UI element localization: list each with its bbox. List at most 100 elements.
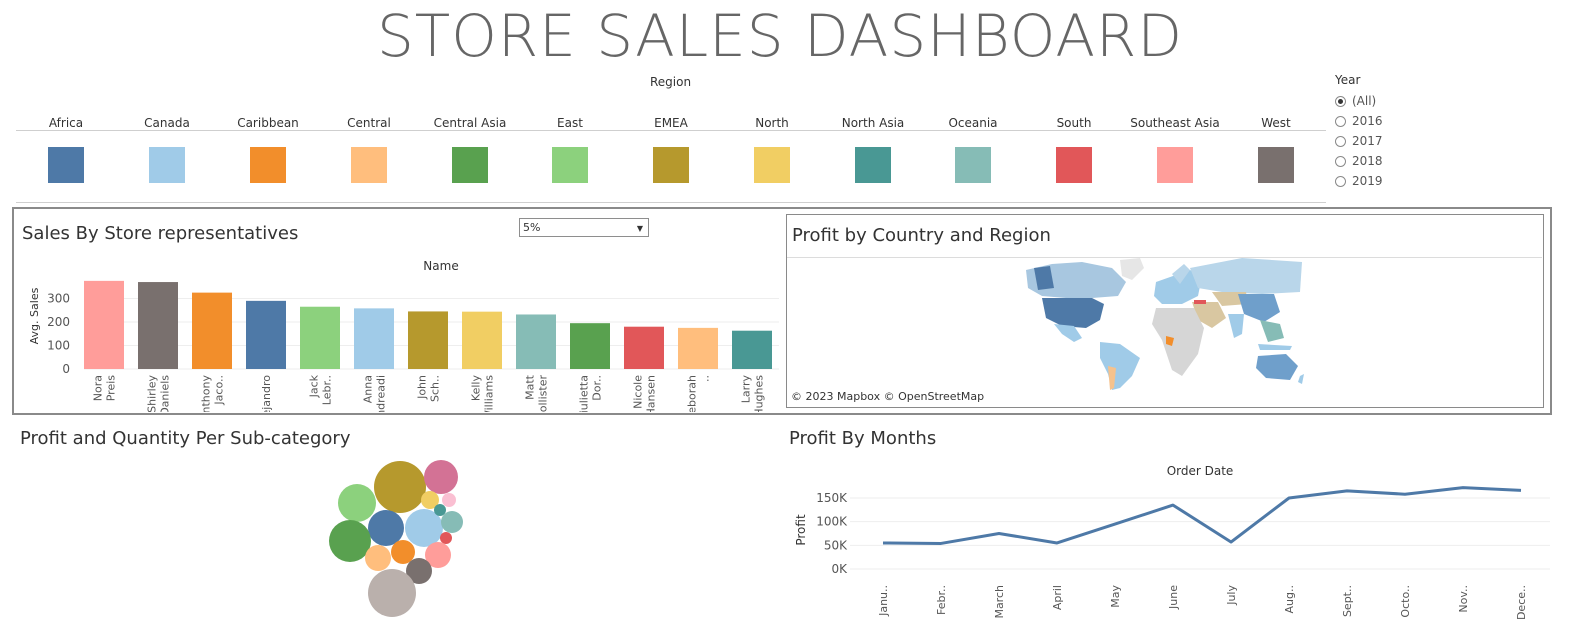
legend-swatch[interactable] bbox=[653, 147, 689, 183]
year-option[interactable]: (All) bbox=[1335, 91, 1455, 111]
bar-6[interactable] bbox=[408, 311, 448, 369]
legend-swatch[interactable] bbox=[1258, 147, 1294, 183]
bubble-10[interactable] bbox=[440, 532, 452, 544]
map-scandinavia[interactable] bbox=[1172, 264, 1190, 284]
map-russia[interactable] bbox=[1190, 258, 1302, 294]
year-option[interactable]: 2016 bbox=[1335, 111, 1455, 131]
bubble-0[interactable] bbox=[374, 461, 426, 513]
bubble-4[interactable] bbox=[442, 493, 456, 507]
bubble-15[interactable] bbox=[368, 569, 416, 617]
bubble-1[interactable] bbox=[424, 460, 458, 494]
legend-item-central-asia[interactable]: Central Asia bbox=[420, 116, 520, 183]
legend-swatch[interactable] bbox=[1157, 147, 1193, 183]
x-tick-label-line: Jaco.. bbox=[213, 375, 226, 406]
bubble-3[interactable] bbox=[421, 491, 439, 509]
legend-swatch[interactable] bbox=[452, 147, 488, 183]
x-tick-label: July bbox=[1225, 585, 1238, 606]
bubble-14[interactable] bbox=[406, 558, 432, 584]
bubble-6[interactable] bbox=[405, 509, 443, 547]
map-australia[interactable] bbox=[1256, 354, 1298, 380]
bar-1[interactable] bbox=[138, 282, 178, 369]
bar-8[interactable] bbox=[516, 314, 556, 369]
radio-button[interactable] bbox=[1335, 115, 1346, 127]
legend-swatch[interactable] bbox=[754, 147, 790, 183]
legend-swatch[interactable] bbox=[48, 147, 84, 183]
bubble-2[interactable] bbox=[338, 484, 376, 522]
profit-line[interactable] bbox=[882, 486, 1522, 545]
bubble-13[interactable] bbox=[425, 542, 451, 568]
bubble-9[interactable] bbox=[329, 520, 371, 562]
legend-swatch[interactable] bbox=[149, 147, 185, 183]
map-africa[interactable] bbox=[1152, 308, 1204, 376]
x-tick-label-line: Anthony bbox=[200, 375, 213, 412]
year-option[interactable]: 2017 bbox=[1335, 131, 1455, 151]
bar-9[interactable] bbox=[570, 323, 610, 369]
caret-down-icon[interactable]: ▼ bbox=[636, 224, 643, 233]
bar-4[interactable] bbox=[300, 306, 340, 369]
legend-swatch[interactable] bbox=[855, 147, 891, 183]
bar-3[interactable] bbox=[246, 300, 286, 369]
legend-swatch[interactable] bbox=[351, 147, 387, 183]
bar-2[interactable] bbox=[192, 292, 232, 369]
map-middle-east[interactable] bbox=[1192, 302, 1226, 328]
map-southern-cone[interactable] bbox=[1108, 366, 1116, 390]
year-option[interactable]: 2019 bbox=[1335, 171, 1455, 191]
radio-button[interactable] bbox=[1335, 155, 1346, 167]
bubble-7[interactable] bbox=[434, 504, 446, 516]
map-usa[interactable] bbox=[1042, 298, 1104, 328]
legend-item-north[interactable]: North bbox=[722, 116, 822, 183]
bubble-11[interactable] bbox=[365, 545, 391, 571]
x-tick-label: Janu.. bbox=[877, 585, 890, 617]
x-tick-label-line: Deborah bbox=[686, 375, 699, 412]
legend-swatch[interactable] bbox=[552, 147, 588, 183]
map-indonesia[interactable] bbox=[1258, 344, 1292, 350]
legend-item-canada[interactable]: Canada bbox=[117, 116, 217, 183]
bubble-12[interactable] bbox=[391, 540, 415, 564]
map-china[interactable] bbox=[1238, 294, 1280, 322]
x-tick-label: May bbox=[1109, 585, 1122, 608]
map-europe[interactable] bbox=[1154, 270, 1202, 304]
year-option[interactable]: 2018 bbox=[1335, 151, 1455, 171]
map-alaska[interactable] bbox=[1034, 266, 1054, 290]
legend-item-east[interactable]: East bbox=[520, 116, 620, 183]
legend-item-africa[interactable]: Africa bbox=[16, 116, 116, 183]
bubble-8[interactable] bbox=[441, 511, 463, 533]
x-tick-label: Nora Preis bbox=[92, 375, 118, 402]
map-turkey[interactable] bbox=[1194, 300, 1206, 304]
map-attribution[interactable]: © 2023 Mapbox © OpenStreetMap bbox=[791, 390, 985, 403]
world-map[interactable] bbox=[1022, 258, 1304, 390]
legend-item-south[interactable]: South bbox=[1024, 116, 1124, 183]
bar-7[interactable] bbox=[462, 311, 502, 369]
legend-item-southeast-asia[interactable]: Southeast Asia bbox=[1125, 116, 1225, 183]
x-tick-label-line: Matt bbox=[524, 374, 537, 400]
bar-11[interactable] bbox=[678, 327, 718, 369]
map-india[interactable] bbox=[1228, 314, 1244, 338]
legend-item-north-asia[interactable]: North Asia bbox=[823, 116, 923, 183]
radio-button[interactable] bbox=[1335, 95, 1346, 107]
map-se-asia[interactable] bbox=[1260, 320, 1284, 342]
bar-10[interactable] bbox=[624, 326, 664, 369]
legend-item-label: Africa bbox=[48, 116, 84, 130]
bubble-5[interactable] bbox=[368, 510, 404, 546]
legend-swatch[interactable] bbox=[250, 147, 286, 183]
legend-item-west[interactable]: West bbox=[1226, 116, 1326, 183]
radio-button[interactable] bbox=[1335, 175, 1346, 187]
legend-item-oceania[interactable]: Oceania bbox=[923, 116, 1023, 183]
percent-dropdown[interactable]: 5% ▼ bbox=[519, 218, 649, 237]
radio-button[interactable] bbox=[1335, 135, 1346, 147]
bar-5[interactable] bbox=[354, 308, 394, 369]
x-tick-label-line: Kelly bbox=[470, 375, 483, 402]
map-africa-highlight[interactable] bbox=[1166, 336, 1174, 346]
legend-swatch[interactable] bbox=[1056, 147, 1092, 183]
legend-item-caribbean[interactable]: Caribbean bbox=[218, 116, 318, 183]
map-mexico[interactable] bbox=[1054, 324, 1082, 342]
legend-item-central[interactable]: Central bbox=[319, 116, 419, 183]
bar-0[interactable] bbox=[84, 280, 124, 369]
legend-swatch[interactable] bbox=[955, 147, 991, 183]
percent-dropdown-value: 5% bbox=[523, 221, 541, 234]
map-new-zealand[interactable] bbox=[1298, 374, 1304, 384]
legend-item-emea[interactable]: EMEA bbox=[621, 116, 721, 183]
map-canada[interactable] bbox=[1026, 262, 1126, 298]
bar-12[interactable] bbox=[732, 330, 772, 369]
map-greenland[interactable] bbox=[1120, 258, 1144, 280]
